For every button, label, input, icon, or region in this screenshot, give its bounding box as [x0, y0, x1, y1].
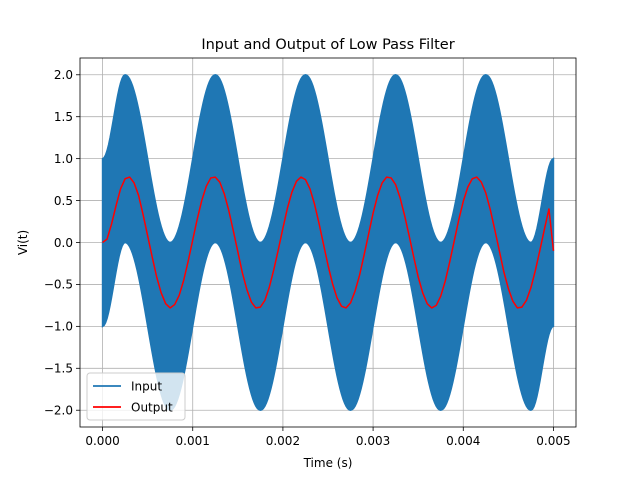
x-tick-label: 0.002	[266, 434, 300, 448]
x-axis-ticks: 0.000 0.001 0.002 0.003 0.004 0.005	[85, 427, 571, 448]
chart-title: Input and Output of Low Pass Filter	[201, 37, 454, 53]
y-tick-label: −1.0	[44, 320, 73, 334]
x-tick-label: 0.001	[176, 434, 210, 448]
input-series-band	[101, 73, 555, 412]
y-tick-label: 2.0	[54, 68, 73, 82]
y-tick-label: −0.5	[44, 278, 73, 292]
y-tick-label: −1.5	[44, 362, 73, 376]
y-tick-label: 0.0	[54, 236, 73, 250]
legend: Input Output	[86, 372, 186, 421]
legend-box	[86, 372, 186, 421]
x-tick-label: 0.000	[85, 434, 119, 448]
output-series-layer	[102, 176, 555, 309]
y-axis-ticks: −2.0 −1.5 −1.0 −0.5 0.0 0.5 1.0 1.5 2.0	[44, 68, 80, 418]
x-tick-label: 0.003	[356, 434, 390, 448]
x-axis-title: Time (s)	[303, 456, 353, 470]
input-series-layer	[101, 73, 555, 412]
y-axis-title: Vi(t)	[16, 230, 30, 255]
y-tick-label: 1.5	[54, 110, 73, 124]
y-tick-label: 1.0	[54, 152, 73, 166]
x-tick-label: 0.005	[536, 434, 570, 448]
y-tick-label: 0.5	[54, 194, 73, 208]
y-tick-label: −2.0	[44, 404, 73, 418]
x-tick-label: 0.004	[446, 434, 480, 448]
legend-label-input: Input	[131, 380, 162, 394]
legend-label-output: Output	[131, 401, 173, 415]
output-series-line	[102, 176, 555, 309]
